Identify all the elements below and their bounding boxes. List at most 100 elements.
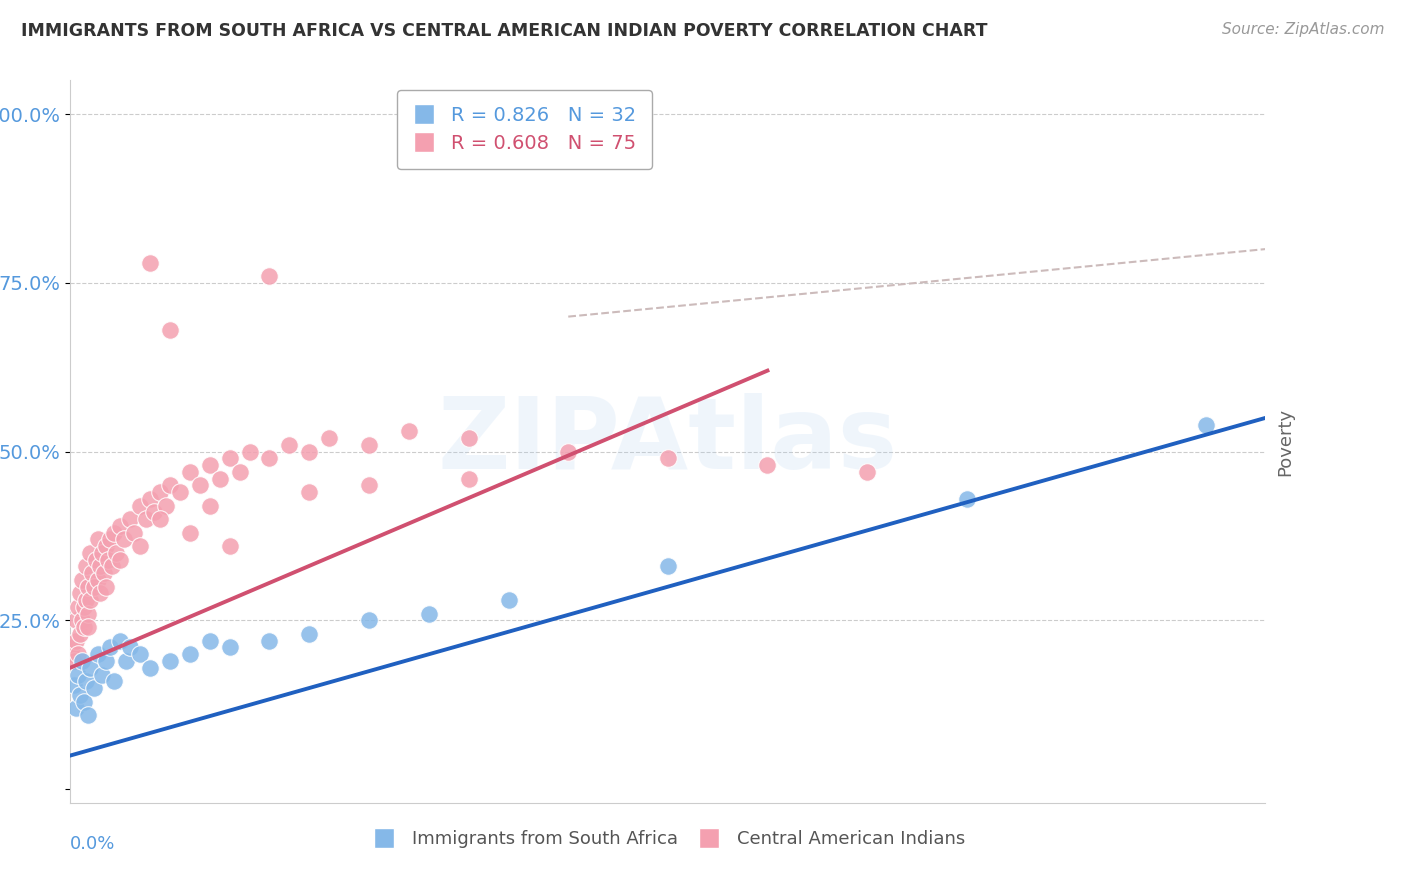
Point	[122, 525, 145, 540]
Point	[155, 499, 177, 513]
Text: Source: ZipAtlas.com: Source: ZipAtlas.com	[1222, 22, 1385, 37]
Point	[657, 559, 679, 574]
Point	[112, 533, 135, 547]
Point	[1195, 417, 1218, 432]
Point	[65, 614, 87, 628]
Point	[103, 525, 125, 540]
Point	[139, 255, 162, 269]
Point	[457, 472, 479, 486]
Point	[69, 586, 91, 600]
Point	[69, 627, 91, 641]
Point	[756, 458, 779, 472]
Point	[457, 431, 479, 445]
Point	[856, 465, 879, 479]
Point	[77, 708, 100, 723]
Point	[69, 688, 91, 702]
Point	[228, 465, 250, 479]
Point	[75, 674, 97, 689]
Point	[79, 546, 101, 560]
Point	[298, 485, 321, 500]
Text: IMMIGRANTS FROM SOUTH AFRICA VS CENTRAL AMERICAN INDIAN POVERTY CORRELATION CHAR: IMMIGRANTS FROM SOUTH AFRICA VS CENTRAL …	[21, 22, 987, 40]
Point	[149, 512, 172, 526]
Point	[188, 478, 211, 492]
Point	[198, 499, 221, 513]
Point	[67, 667, 90, 681]
Point	[77, 607, 100, 621]
Point	[159, 478, 181, 492]
Point	[278, 438, 301, 452]
Point	[103, 674, 125, 689]
Point	[179, 647, 201, 661]
Point	[91, 667, 114, 681]
Point	[73, 620, 96, 634]
Point	[169, 485, 191, 500]
Point	[259, 633, 281, 648]
Text: 0.0%: 0.0%	[70, 835, 115, 854]
Point	[97, 552, 120, 566]
Point	[359, 438, 381, 452]
Point	[108, 633, 131, 648]
Point	[498, 593, 520, 607]
Point	[159, 323, 181, 337]
Point	[89, 559, 111, 574]
Point	[75, 559, 97, 574]
Point	[418, 607, 440, 621]
Point	[139, 661, 162, 675]
Point	[77, 580, 100, 594]
Point	[105, 546, 128, 560]
Legend: Immigrants from South Africa, Central American Indians: Immigrants from South Africa, Central Am…	[363, 822, 973, 855]
Point	[149, 485, 172, 500]
Point	[657, 451, 679, 466]
Point	[259, 269, 281, 284]
Point	[65, 701, 87, 715]
Point	[87, 647, 110, 661]
Point	[120, 512, 141, 526]
Text: ZIPAtlas: ZIPAtlas	[437, 393, 898, 490]
Point	[63, 654, 86, 668]
Point	[135, 512, 157, 526]
Point	[73, 599, 96, 614]
Point	[359, 478, 381, 492]
Point	[93, 566, 115, 581]
Point	[129, 499, 152, 513]
Point	[65, 633, 87, 648]
Point	[298, 627, 321, 641]
Point	[98, 533, 121, 547]
Point	[83, 580, 105, 594]
Point	[159, 654, 181, 668]
Point	[143, 505, 166, 519]
Point	[101, 559, 124, 574]
Point	[298, 444, 321, 458]
Point	[59, 647, 82, 661]
Point	[557, 444, 579, 458]
Y-axis label: Poverty: Poverty	[1277, 408, 1295, 475]
Point	[120, 640, 141, 655]
Point	[179, 465, 201, 479]
Point	[87, 533, 110, 547]
Point	[70, 614, 93, 628]
Point	[98, 640, 121, 655]
Point	[87, 573, 110, 587]
Point	[218, 539, 240, 553]
Point	[75, 593, 97, 607]
Point	[398, 425, 420, 439]
Point	[198, 633, 221, 648]
Point	[91, 546, 114, 560]
Point	[84, 552, 107, 566]
Point	[108, 519, 131, 533]
Point	[129, 647, 152, 661]
Point	[96, 580, 117, 594]
Point	[115, 654, 138, 668]
Point	[198, 458, 221, 472]
Point	[63, 678, 86, 692]
Point	[139, 491, 162, 506]
Point	[77, 620, 100, 634]
Point	[218, 451, 240, 466]
Point	[83, 681, 105, 695]
Point	[70, 654, 93, 668]
Point	[259, 451, 281, 466]
Point	[60, 640, 83, 655]
Point	[70, 573, 93, 587]
Point	[79, 661, 101, 675]
Point	[359, 614, 381, 628]
